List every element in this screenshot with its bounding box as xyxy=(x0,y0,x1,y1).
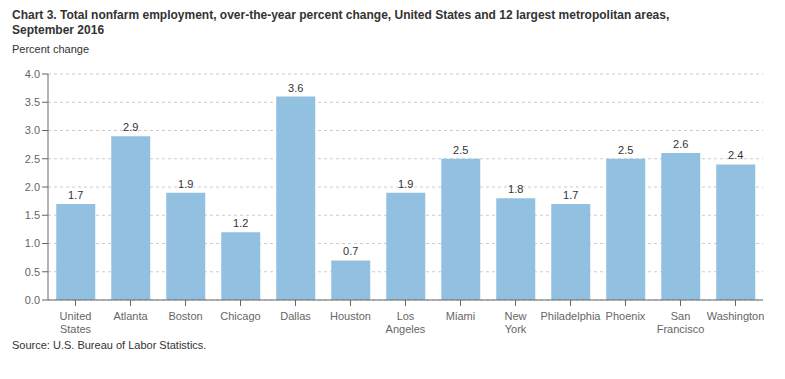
svg-text:Boston: Boston xyxy=(168,310,202,322)
svg-text:SanFrancisco: SanFrancisco xyxy=(657,310,705,335)
svg-text:0.0: 0.0 xyxy=(25,294,40,306)
svg-text:2.5: 2.5 xyxy=(25,153,40,165)
svg-text:Philadelphia: Philadelphia xyxy=(541,310,602,322)
svg-text:Phoenix: Phoenix xyxy=(606,310,646,322)
svg-text:1.2: 1.2 xyxy=(233,217,248,229)
svg-text:2.9: 2.9 xyxy=(123,121,138,133)
html-text:Percent change: Percent change xyxy=(12,43,90,55)
svg-text:4.0: 4.0 xyxy=(25,68,40,80)
svg-text:2.5: 2.5 xyxy=(453,144,468,156)
svg-text:3.5: 3.5 xyxy=(25,96,40,108)
svg-text:NewYork: NewYork xyxy=(504,310,526,335)
svg-text:Atlanta: Atlanta xyxy=(113,310,148,322)
svg-text:0.7: 0.7 xyxy=(343,245,358,257)
svg-text:0.5: 0.5 xyxy=(25,266,40,278)
html-text:Chart 3. Total nonfarm employm: Chart 3. Total nonfarm employment, over-… xyxy=(12,8,670,37)
svg-text:3.6: 3.6 xyxy=(288,82,303,94)
svg-text:1.7: 1.7 xyxy=(563,189,578,201)
svg-text:2.4: 2.4 xyxy=(728,149,743,161)
svg-text:Washington: Washington xyxy=(707,310,765,322)
svg-text:1.0: 1.0 xyxy=(25,237,40,249)
svg-text:1.5: 1.5 xyxy=(25,209,40,221)
svg-text:1.8: 1.8 xyxy=(508,183,523,195)
svg-text:1.9: 1.9 xyxy=(398,178,413,190)
svg-text:Chicago: Chicago xyxy=(220,310,260,322)
svg-text:2.5: 2.5 xyxy=(618,144,633,156)
svg-text:Miami: Miami xyxy=(446,310,475,322)
svg-text:1.9: 1.9 xyxy=(178,178,193,190)
svg-text:2.6: 2.6 xyxy=(673,138,688,150)
html-text:Source: U.S. Bureau of Labor S: Source: U.S. Bureau of Labor Statistics. xyxy=(12,339,207,351)
svg-text:3.0: 3.0 xyxy=(25,124,40,136)
svg-text:LosAngeles: LosAngeles xyxy=(386,310,426,335)
svg-text:Dallas: Dallas xyxy=(280,310,311,322)
svg-text:1.7: 1.7 xyxy=(68,189,83,201)
svg-text:UnitedStates: UnitedStates xyxy=(60,310,92,335)
svg-text:Houston: Houston xyxy=(330,310,371,322)
svg-text:2.0: 2.0 xyxy=(25,181,40,193)
